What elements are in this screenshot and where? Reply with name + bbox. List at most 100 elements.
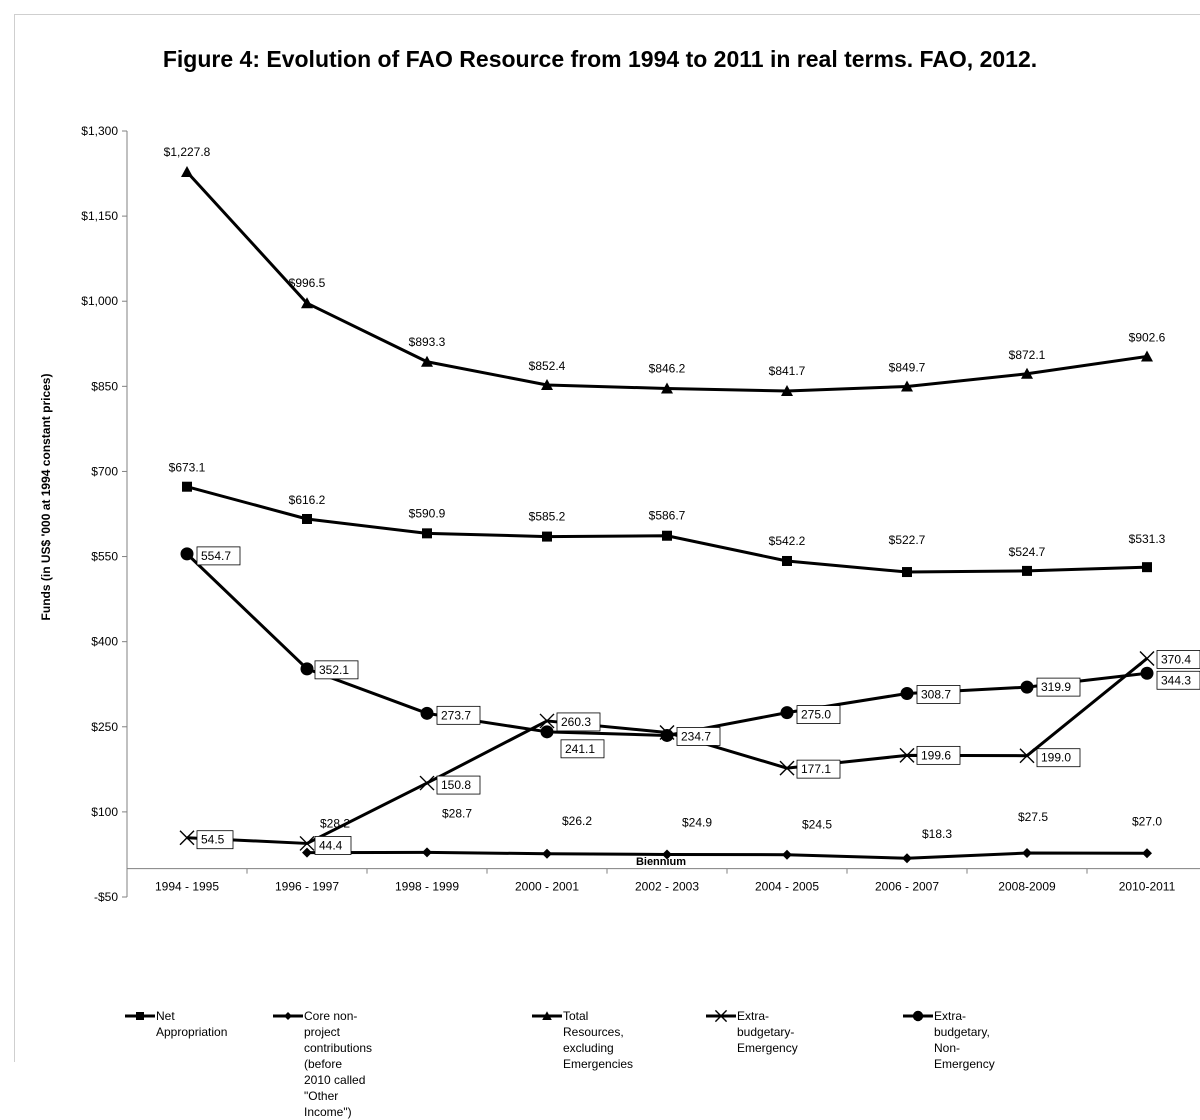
data-label: 273.7	[441, 708, 471, 722]
data-label: 344.3	[1161, 673, 1191, 687]
series-circle	[180, 547, 1154, 742]
y-tick-label: $550	[91, 550, 118, 564]
x-tick-label: 1998 - 1999	[395, 880, 459, 894]
data-label: 319.9	[1041, 680, 1071, 694]
data-label-box: 241.1	[560, 739, 605, 759]
circle-marker	[420, 706, 434, 720]
data-label: $524.7	[1009, 545, 1046, 559]
data-label: $673.1	[169, 461, 206, 475]
y-tick-label: $1,300	[81, 124, 118, 138]
x-tick-label: 2006 - 2007	[875, 880, 939, 894]
triangle-marker	[781, 385, 793, 397]
square-marker-swatch	[125, 1012, 155, 1020]
diamond-marker	[662, 849, 672, 860]
diamond-marker	[542, 848, 552, 859]
data-label: $522.7	[889, 533, 926, 547]
diamond-marker-swatch	[273, 1012, 303, 1020]
series-square	[182, 481, 1152, 578]
chart-title: Figure 4: Evolution of FAO Resource from…	[162, 46, 1038, 72]
data-label-box: 308.7	[916, 685, 961, 704]
data-label: $846.2	[649, 361, 686, 375]
data-label: 554.7	[201, 549, 231, 563]
x-marker	[779, 760, 795, 776]
x-tick-label: 1996 - 1997	[275, 880, 339, 894]
series-line	[186, 485, 1148, 574]
data-label-box: 370.4	[1156, 650, 1200, 669]
data-label-box: 199.0	[1036, 748, 1081, 768]
x-marker	[1139, 650, 1155, 666]
data-label: $849.7	[889, 361, 926, 375]
triangle-marker	[542, 1011, 552, 1020]
circle-marker	[912, 1010, 924, 1022]
square-marker	[1142, 562, 1152, 573]
square-marker	[136, 1012, 144, 1020]
square-marker	[302, 513, 312, 524]
data-label: 44.4	[319, 838, 343, 852]
triangle-marker	[901, 380, 913, 392]
circle-marker	[780, 706, 794, 720]
diamond-marker	[422, 847, 432, 858]
triangle-marker	[181, 165, 193, 177]
series-x	[179, 650, 1155, 851]
data-label: $531.3	[1129, 532, 1166, 546]
diamond-marker	[902, 853, 912, 864]
data-label: $586.7	[649, 509, 686, 523]
legend-label: Extra-budgetary, Non-Emergency	[934, 1009, 995, 1071]
x-marker	[179, 830, 195, 846]
data-label: 352.1	[319, 663, 349, 677]
data-label: $24.9	[682, 816, 712, 830]
diamond-marker	[302, 847, 312, 858]
square-marker	[182, 481, 192, 492]
circle-marker	[300, 662, 314, 676]
x-marker	[659, 724, 675, 740]
legend-label: Extra-budgetary-Emergency	[737, 1009, 798, 1055]
y-tick-label: $400	[91, 635, 118, 649]
circle-marker	[540, 725, 554, 739]
circle-marker	[180, 547, 194, 561]
triangle-marker-swatch	[532, 1011, 562, 1020]
legend-item: Extra-budgetary, Non-Emergency	[902, 1008, 995, 1072]
diamond-marker	[1022, 848, 1032, 859]
x-marker	[714, 1009, 728, 1023]
data-label: $542.2	[769, 534, 806, 548]
x-marker	[299, 835, 315, 851]
x-tick-label: 1994 - 1995	[155, 880, 219, 894]
series-line	[185, 552, 1148, 737]
data-label: $616.2	[289, 493, 326, 507]
data-label: $590.9	[409, 506, 446, 520]
chart-frame	[14, 14, 1200, 1062]
x-tick-label: 2004 - 2005	[755, 880, 819, 894]
y-tick-label: $100	[91, 805, 118, 819]
y-tick-label: $850	[91, 379, 118, 393]
circle-marker	[1140, 666, 1154, 680]
y-tick-label: -$50	[94, 890, 118, 904]
triangle-marker	[1141, 350, 1153, 362]
x-tick-label: 2002 - 2003	[635, 880, 699, 894]
series-diamond	[302, 847, 1152, 864]
data-label: 308.7	[921, 687, 951, 701]
y-tick-label: $250	[91, 720, 118, 734]
data-label-box: 275.0	[796, 705, 841, 724]
data-label: $24.5	[802, 818, 832, 832]
diamond-marker	[284, 1012, 292, 1020]
data-label: $841.7	[769, 364, 806, 378]
square-marker	[662, 530, 672, 541]
data-label: 234.7	[681, 729, 711, 743]
data-label: 199.0	[1041, 751, 1071, 765]
x-marker-swatch	[706, 1009, 736, 1023]
legend-item: Net Appropriation	[124, 1008, 227, 1040]
data-label-box: 150.8	[436, 775, 481, 795]
data-label: $902.6	[1129, 330, 1166, 344]
data-label-box: 260.3	[556, 712, 601, 732]
legend-label: Core non-project contributions (before 2…	[304, 1009, 373, 1119]
data-label-box: 554.7	[196, 546, 241, 566]
square-marker	[422, 528, 432, 539]
data-label-box: 177.1	[796, 759, 841, 779]
legend-item: Total Resources, excluding Emergencies	[531, 1008, 633, 1072]
data-label-box: 319.9	[1036, 677, 1081, 697]
data-label: 177.1	[801, 762, 831, 776]
series-line	[185, 170, 1148, 393]
data-label: $852.4	[529, 359, 566, 373]
square-marker	[1022, 565, 1032, 576]
data-label: $28.7	[442, 806, 472, 820]
